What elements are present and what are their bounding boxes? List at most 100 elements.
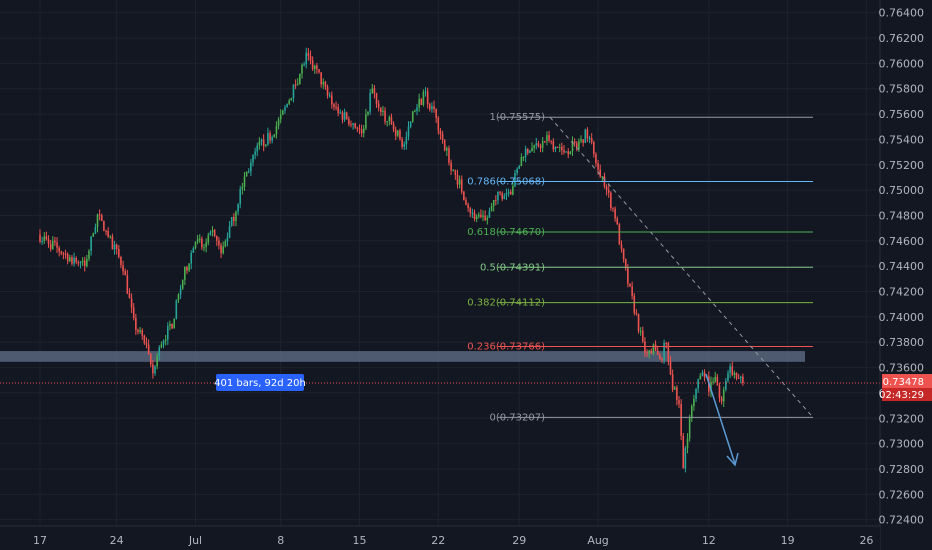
candle-body (54, 240, 56, 243)
fib-trend-line[interactable] (549, 116, 814, 418)
candle-body (635, 312, 638, 315)
time-tick-label: 15 (353, 534, 367, 547)
candle-body (401, 139, 403, 147)
time-tick-label: Aug (587, 534, 608, 547)
candle-body (735, 372, 738, 379)
candle-body (352, 123, 354, 126)
candle-body (262, 139, 265, 146)
candle-body (211, 230, 214, 233)
candle-body (77, 262, 80, 264)
candle-body (88, 250, 90, 259)
time-tick-label: 8 (277, 534, 284, 547)
candle-body (667, 343, 670, 362)
candle-body (47, 239, 50, 244)
candle-body (431, 106, 433, 110)
candle-body (258, 141, 261, 146)
candle-body (690, 406, 693, 419)
time-axis[interactable]: 17 24 Jul 8 15 22 29 Aug 12 19 26 (0, 525, 880, 550)
candle-body (267, 133, 269, 145)
candle-body (220, 245, 222, 254)
candle-body (207, 235, 210, 243)
candle-body (365, 114, 367, 129)
candle-body (209, 232, 212, 236)
candle-body (190, 252, 193, 264)
candle-body (39, 234, 41, 242)
candle-body (299, 73, 301, 84)
candle-body (160, 344, 163, 348)
candle-body (192, 248, 195, 253)
candle-body (179, 288, 182, 295)
candle-body (558, 146, 561, 148)
candle-body (605, 186, 608, 190)
candle-body (435, 109, 437, 118)
candle-body (307, 52, 310, 57)
candle-body (569, 151, 572, 155)
candle-body (627, 268, 629, 284)
candle-body (171, 324, 173, 329)
candle-body (98, 214, 101, 216)
candle-body (111, 236, 114, 250)
candle-body (548, 135, 550, 141)
candle-body (371, 88, 374, 94)
candle-body (554, 147, 557, 150)
candle-body (535, 143, 538, 146)
candle-body (505, 193, 508, 196)
candle-body (358, 128, 361, 130)
price-tick-label: 0.72600 (879, 488, 925, 501)
candle-body (422, 92, 425, 106)
candle-body (205, 242, 207, 248)
candle-body (96, 214, 99, 228)
candle-body (424, 91, 427, 93)
candle-body (446, 148, 448, 151)
time-tick-label: 26 (859, 534, 873, 547)
candle-body (137, 329, 139, 332)
candle-body (729, 366, 731, 373)
candle-body (277, 119, 280, 126)
fib-level-label: 0.618(0.74670) (467, 227, 545, 238)
candle-body (695, 388, 697, 400)
candle-body (62, 253, 65, 255)
candle-body (194, 241, 197, 249)
projection-arrow-shaft (705, 373, 736, 465)
candle-body (354, 123, 357, 128)
candle-body (469, 208, 472, 214)
candle-body (390, 117, 393, 124)
fib-level-label: 0.786(0.75068) (467, 177, 545, 188)
price-tick-label: 0.75200 (879, 159, 925, 172)
candle-body (64, 253, 67, 255)
candle-body (573, 141, 576, 144)
candle-body (682, 435, 685, 469)
candle-body (409, 121, 412, 127)
candle-body (488, 211, 491, 218)
candle-body (473, 212, 476, 220)
price-tick-label: 0.74200 (879, 286, 925, 299)
bar-countdown: 02:43:29 (879, 390, 924, 401)
price-axis[interactable]: 0.76400 0.76200 0.76000 0.75800 0.75600 0.754… (879, 0, 932, 550)
candle-body (128, 293, 131, 299)
time-tick-label: 12 (702, 534, 716, 547)
fib-level-label: 0.382(0.74112) (467, 298, 545, 309)
price-tick-label: 0.73000 (879, 438, 925, 451)
candle-body (550, 140, 552, 142)
candle-body (725, 380, 727, 390)
candle-body (284, 107, 286, 111)
time-axis-bg (0, 526, 880, 550)
candle-body (595, 153, 597, 164)
price-tick-label: 0.73200 (879, 412, 925, 425)
candle-body (103, 220, 105, 232)
fib-level-label: 0(0.73207) (489, 412, 545, 423)
price-tick-label: 0.76400 (879, 7, 925, 20)
candle-body (228, 226, 231, 238)
candle-body (79, 262, 82, 264)
fibonacci-retracement[interactable]: 1(0.75575) 0.786(0.75068) 0.618(0.74670) 0.… (467, 112, 814, 423)
candle-body (699, 375, 702, 380)
fib-level-label: 0.5(0.74391) (480, 262, 545, 273)
candle-body (386, 121, 388, 123)
candle-body (239, 189, 242, 204)
candle-body (264, 144, 267, 146)
candle-body (620, 244, 623, 249)
candle-body (218, 240, 220, 246)
candle-body (399, 130, 401, 140)
candle-body (739, 376, 742, 379)
